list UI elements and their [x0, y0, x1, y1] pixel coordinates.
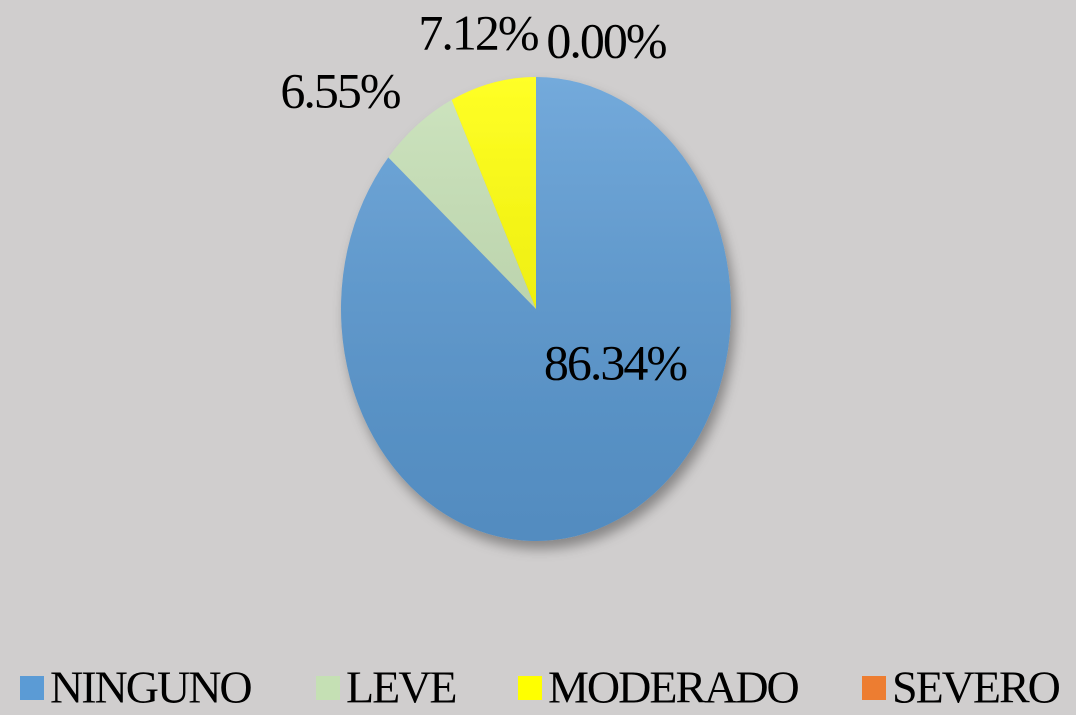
- legend-label: SEVERO: [892, 662, 1060, 713]
- legend-swatch: [862, 676, 886, 700]
- legend-swatch: [518, 676, 542, 700]
- data-label: 0.00%: [546, 12, 666, 68]
- legend-swatch: [316, 676, 340, 700]
- data-label: 86.34%: [544, 334, 687, 390]
- legend-label: MODERADO: [548, 662, 799, 713]
- data-label: 7.12%: [418, 4, 538, 60]
- legend-label: LEVE: [346, 662, 456, 713]
- legend-swatch: [20, 676, 44, 700]
- legend-label: NINGUNO: [50, 662, 251, 713]
- data-label: 6.55%: [280, 62, 400, 118]
- pie: [341, 77, 731, 541]
